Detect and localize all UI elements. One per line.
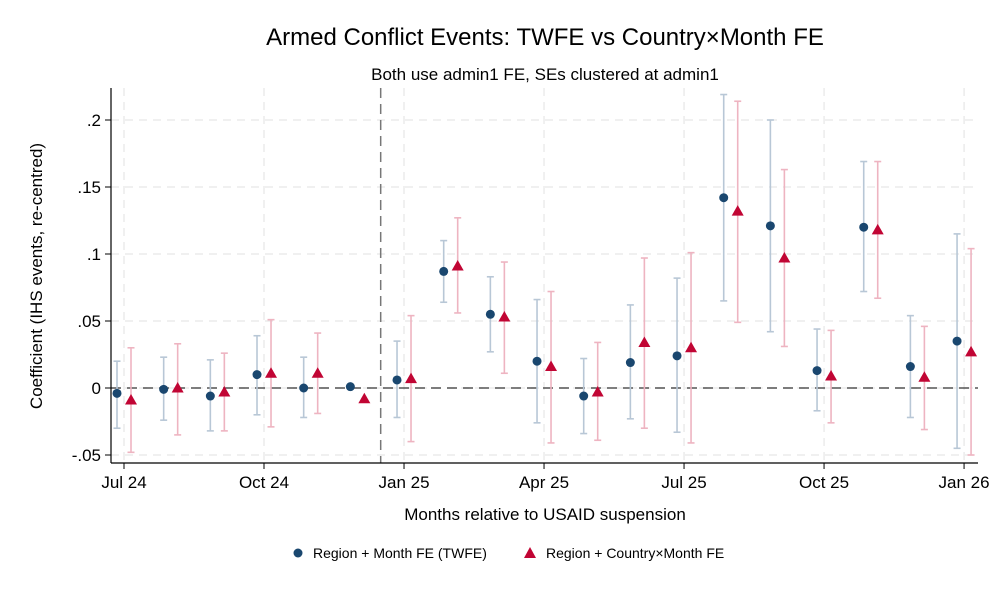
point-country-month (311, 367, 324, 378)
point-twfe (532, 356, 542, 366)
point-twfe (859, 222, 869, 232)
y-tick-label: .15 (77, 178, 101, 197)
point-twfe (112, 388, 122, 398)
point-country-month (591, 386, 604, 397)
point-country-month (825, 369, 838, 381)
x-axis-label: Months relative to USAID suspension (404, 505, 686, 524)
y-tick-label: .2 (87, 111, 101, 130)
x-tick-label: Jan 25 (378, 473, 429, 492)
legend-label-country-month: Region + Country×Month FE (546, 545, 724, 561)
legend-label-twfe: Region + Month FE (TWFE) (313, 545, 487, 561)
point-twfe (205, 391, 215, 401)
x-tick-label: Jan 26 (939, 473, 990, 492)
point-twfe (252, 370, 262, 380)
point-twfe (485, 309, 495, 319)
y-tick-label: .1 (87, 245, 101, 264)
point-country-month (778, 252, 791, 263)
legend: Region + Month FE (TWFE) Region + Countr… (293, 545, 724, 561)
x-tick-label: Apr 25 (519, 473, 569, 492)
point-country-month (405, 372, 418, 384)
point-twfe (439, 266, 449, 276)
point-twfe (719, 193, 729, 203)
point-twfe (952, 336, 962, 346)
legend-marker-country-month (524, 547, 536, 558)
point-twfe (905, 362, 915, 372)
point-country-month (965, 345, 978, 357)
chart-title: Armed Conflict Events: TWFE vs Country×M… (266, 24, 824, 51)
point-country-month (218, 386, 231, 397)
point-twfe (812, 366, 822, 376)
y-tick-label: .05 (77, 312, 101, 331)
point-country-month (638, 336, 651, 347)
point-twfe (579, 391, 589, 401)
point-twfe (345, 382, 355, 392)
point-twfe (765, 221, 775, 231)
y-axis-label: Coefficient (IHS events, re-centred) (27, 143, 46, 409)
point-twfe (159, 384, 169, 394)
y-tick-label: 0 (92, 379, 101, 398)
point-country-month (545, 360, 558, 372)
point-country-month (171, 382, 184, 393)
x-tick-label: Oct 24 (239, 473, 289, 492)
point-country-month (871, 223, 884, 235)
point-twfe (392, 375, 402, 385)
x-tick-label: Jul 25 (661, 473, 706, 492)
point-country-month (731, 205, 744, 216)
point-country-month (125, 394, 137, 405)
legend-marker-twfe (293, 548, 303, 558)
point-country-month (358, 392, 371, 404)
point-country-month (918, 371, 931, 382)
point-twfe (625, 358, 635, 368)
x-tick-label: Oct 25 (799, 473, 849, 492)
point-twfe (299, 383, 309, 393)
point-country-month (498, 310, 511, 322)
y-tick-label: -.05 (72, 446, 101, 465)
point-country-month (265, 367, 278, 378)
chart-subtitle: Both use admin1 FE, SEs clustered at adm… (371, 65, 719, 84)
x-tick-label: Jul 24 (101, 473, 146, 492)
point-country-month (451, 260, 464, 271)
point-twfe (672, 351, 682, 361)
point-country-month (685, 341, 698, 353)
